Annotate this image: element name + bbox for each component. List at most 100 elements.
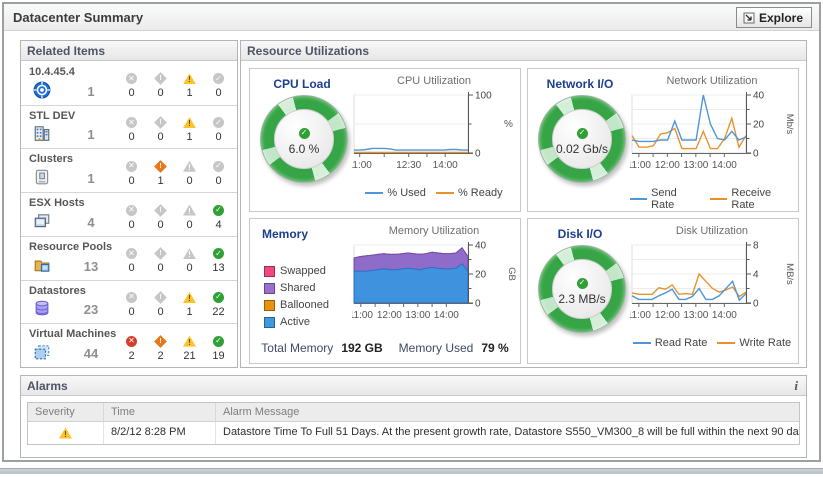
svg-text:0: 0 [753, 149, 759, 160]
warning-count: 1 [186, 305, 193, 318]
related-item-row-10-4-45-4[interactable]: 10.4.45.4 1 ✕ 0! 0! 1 ✓ 0 [21, 62, 237, 106]
fatal-status-column: ✕ 0 [117, 281, 146, 324]
svg-text:13:00: 13:00 [683, 310, 708, 321]
alarm-time-cell: 8/2/12 8:28 PM [104, 422, 216, 444]
normal-count: 4 [215, 218, 222, 231]
svg-text:100: 100 [475, 91, 492, 102]
related-items-header: Related Items [21, 41, 237, 61]
disk-quadrant: Disk I/O ✓ 2.3 MB/s Disk Utilization 0 4 8… [527, 218, 799, 364]
memory-used-value: 79 % [481, 341, 509, 355]
alarms-table: Severity Time Alarm Message ! 8/2/12 8:28 P… [27, 402, 800, 445]
critical-status-icon: ! [154, 116, 167, 129]
legend-color-chip [264, 299, 275, 311]
warning-status-column: ! 21 [175, 324, 204, 367]
related-item-count: 23 [83, 302, 99, 318]
fatal-count: 2 [128, 349, 135, 362]
alarms-column-header-time[interactable]: Time [104, 403, 216, 421]
related-item-label: STL DEV [29, 109, 76, 122]
virtual-machine-icon [33, 343, 51, 361]
status-counts: ✕ 0! 0! 0 ✓ 4 [117, 193, 233, 236]
resource-utilizations-title: Resource Utilizations [247, 44, 370, 58]
critical-status-icon: ! [154, 159, 167, 173]
legend-line-sample [365, 192, 384, 194]
status-counts: ✕ 0! 0! 1 ✓ 0 [117, 62, 233, 105]
related-item-row-stl-dev[interactable]: STL DEV 1 ✕ 0! 0! 1 ✓ 0 [21, 106, 237, 150]
critical-count: 0 [157, 131, 164, 144]
svg-text:14:00: 14:00 [434, 310, 459, 321]
chart-legend-item: Read Rate [632, 337, 708, 349]
disk-io-gauge[interactable]: ✓ 2.3 MB/s [538, 245, 626, 333]
related-item-row-resource-pools[interactable]: Resource Pools 13 ✕ 0! 0! 0 ✓ 13 [21, 237, 237, 281]
fatal-status-column: ✕ 2 [117, 324, 146, 367]
legend-line-sample [717, 342, 736, 344]
related-items-title: Related Items [27, 44, 106, 58]
network-io-title: Network I/O [546, 77, 614, 91]
related-item-count: 44 [83, 346, 99, 362]
status-counts: ✕ 2! 2! 21 ✓ 19 [117, 324, 233, 367]
resource-utilizations-panel: Resource Utilizations CPU Load ✓ 6.0 % C… [240, 40, 807, 368]
critical-status-column: ! 0 [146, 106, 175, 149]
network-io-gauge[interactable]: ✓ 0.02 Gb/s [538, 95, 626, 183]
window-bottom-edge [0, 468, 823, 474]
critical-count: 0 [157, 218, 164, 231]
chart-legend-item: % Used [365, 187, 426, 199]
warning-count: 0 [186, 262, 193, 275]
chart-legend-item: Receive Rate [710, 187, 794, 211]
warning-status-icon: ! [183, 73, 196, 85]
memory-legend-item: Swapped [264, 265, 329, 277]
warning-status-column: ! 1 [175, 106, 204, 149]
fatal-status-icon: ✕ [126, 117, 137, 129]
memory-legend: Swapped Shared Ballooned Active [264, 265, 329, 328]
fatal-count: 0 [128, 305, 135, 318]
related-item-label: ESX Hosts [29, 197, 85, 210]
legend-color-chip [264, 282, 275, 294]
alarms-column-header-severity[interactable]: Severity [28, 403, 104, 421]
related-item-row-esx-hosts[interactable]: ESX Hosts 4 ✕ 0! 0! 0 ✓ 4 [21, 193, 237, 237]
svg-text:8: 8 [753, 241, 759, 252]
related-item-label: Datastores [29, 284, 86, 297]
svg-text:GB: GB [506, 267, 516, 281]
info-icon[interactable]: i [794, 378, 798, 393]
svg-text:14:00: 14:00 [712, 310, 737, 321]
svg-text:20: 20 [753, 120, 765, 131]
cpu-utilization-chart[interactable]: CPU Utilization 0 100% 11:00 12:30 14:00 % U… [348, 75, 516, 199]
alarms-header: Alarms i [21, 376, 806, 396]
legend-line-sample [435, 192, 454, 194]
critical-status-column: ! 2 [146, 324, 175, 367]
legend-line-sample [632, 342, 651, 344]
warning-status-column: ! 0 [175, 237, 204, 280]
network-utilization-chart[interactable]: Network Utilization 02040Mb/s11:0012:001… [627, 75, 795, 211]
svg-text:4: 4 [753, 270, 759, 281]
warning-status-column: ! 0 [175, 149, 204, 192]
cpu-quadrant: CPU Load ✓ 6.0 % CPU Utilization 0 100% 11… [249, 68, 521, 212]
svg-text:12:30: 12:30 [396, 160, 421, 171]
memory-summary: Total Memory 192 GB Memory Used 79 % [250, 341, 520, 355]
explore-button[interactable]: Explore [735, 7, 812, 28]
resource-pool-icon [33, 256, 51, 274]
cpu-load-gauge[interactable]: ✓ 6.0 % [260, 95, 348, 183]
svg-text:14:00: 14:00 [712, 160, 737, 171]
svg-text:0: 0 [753, 299, 759, 310]
normal-status-icon: ✓ [213, 204, 224, 216]
normal-count: 0 [215, 87, 222, 100]
alarm-row[interactable]: ! 8/2/12 8:28 PM Datastore Time To Full 51… [28, 422, 799, 444]
related-item-row-clusters[interactable]: Clusters 1 ✕ 0! 1! 0 ✓ 0 [21, 149, 237, 194]
fatal-status-column: ✕ 0 [117, 149, 146, 192]
legend-label: Read Rate [654, 337, 708, 349]
svg-text:20: 20 [475, 270, 487, 281]
critical-status-icon: ! [154, 291, 167, 304]
related-item-row-virtual-machines[interactable]: Virtual Machines 44 ✕ 2! 2! 21 ✓ 19 [21, 324, 237, 367]
related-item-row-datastores[interactable]: Datastores 23 ✕ 0! 0! 1 ✓ 22 [21, 281, 237, 325]
disk-chart-title: Disk Utilization [675, 225, 749, 237]
normal-status-icon: ✓ [213, 248, 224, 260]
status-counts: ✕ 0! 0! 1 ✓ 22 [117, 281, 233, 324]
memory-utilization-chart[interactable]: Memory Utilization 0 20 40 GB 11:00 12:0013:0… [349, 225, 517, 336]
alarms-column-header-alarm-message[interactable]: Alarm Message [223, 406, 300, 418]
fatal-count: 0 [128, 174, 135, 187]
critical-status-icon: ! [154, 72, 167, 86]
normal-status-icon: ✓ [213, 117, 224, 129]
related-item-count: 4 [87, 214, 95, 230]
legend-label: Shared [280, 282, 316, 294]
memory-legend-item: Active [264, 316, 329, 328]
